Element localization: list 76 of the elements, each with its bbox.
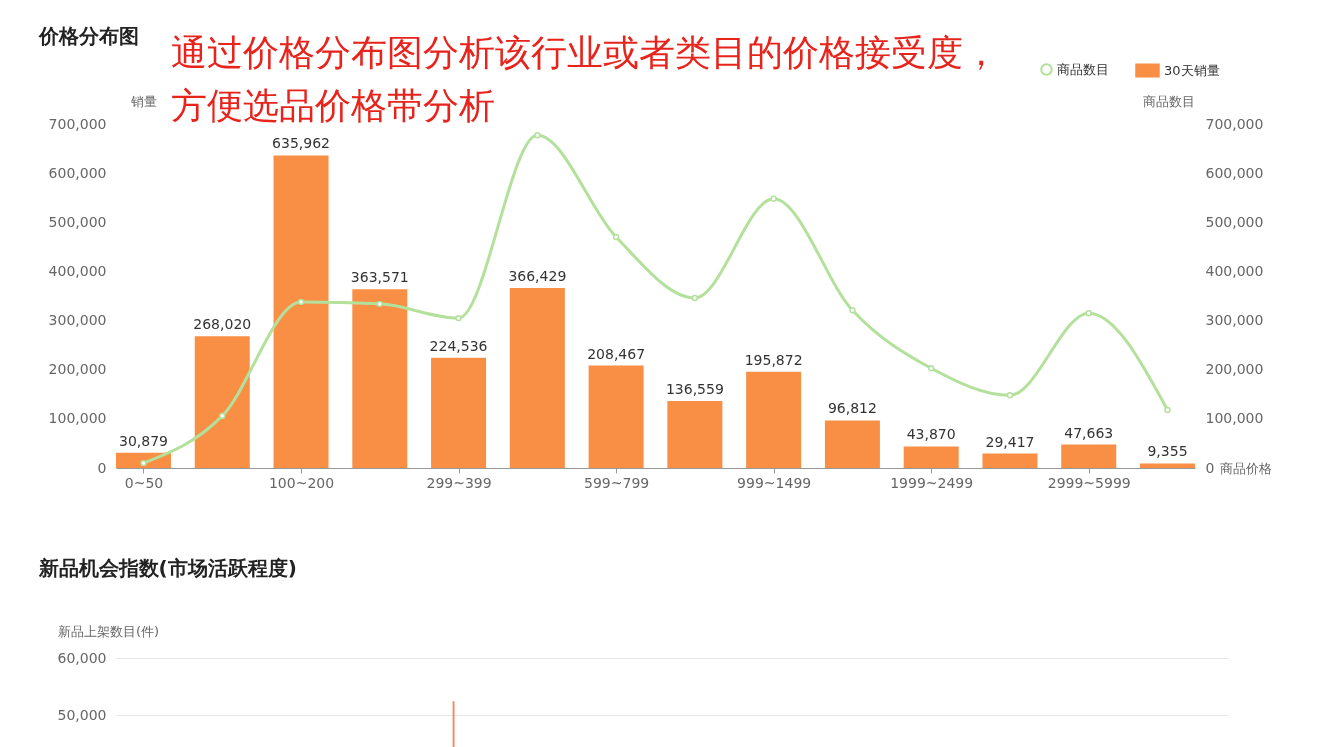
y-tick-label: 200,000 xyxy=(48,361,107,378)
text: 通过价格分布图分析该行业或者类目的价格接受度， xyxy=(170,32,999,73)
bar xyxy=(273,155,329,468)
x-tick-label: 1999~2499 xyxy=(890,474,974,491)
y-axis-title: 销量 xyxy=(130,93,157,109)
y-tick-label: 700,000 xyxy=(48,115,107,132)
point xyxy=(1006,392,1014,399)
y-tick-label: 300,000 xyxy=(48,312,107,329)
x-tick-label: 100~200 xyxy=(268,474,335,491)
y-tick-label: 60,000 xyxy=(57,649,107,666)
bar xyxy=(431,357,487,468)
data-label: 224,536 xyxy=(429,337,488,354)
data-label: 268,020 xyxy=(193,316,252,333)
y-tick-label: 100,000 xyxy=(48,410,107,427)
bar xyxy=(824,420,880,468)
y-tick-label: 600,000 xyxy=(48,164,107,181)
x-tick-label: 999~1499 xyxy=(737,474,812,491)
data-label: 366,429 xyxy=(508,267,567,284)
data-label: 47,663 xyxy=(1064,424,1114,441)
bar xyxy=(667,400,723,468)
legend-label: 商品数目 xyxy=(1057,61,1109,77)
point xyxy=(770,195,777,202)
x-axis-title: 商品价格 xyxy=(1219,460,1272,476)
point xyxy=(140,459,147,467)
legend-label: 30天销量 xyxy=(1164,62,1220,78)
point xyxy=(612,233,620,241)
data-label: 195,872 xyxy=(744,351,803,368)
point xyxy=(376,300,383,308)
point xyxy=(219,412,226,420)
data-label: 363,571 xyxy=(350,269,409,286)
y-tick-label: 400,000 xyxy=(48,262,107,279)
point xyxy=(455,314,462,322)
bar xyxy=(903,446,959,468)
bar xyxy=(982,453,1038,468)
data-label: 96,812 xyxy=(827,400,877,417)
bar xyxy=(352,289,408,468)
point xyxy=(1085,310,1092,317)
point xyxy=(534,132,541,139)
bar xyxy=(1061,444,1117,468)
data-label: 136,559 xyxy=(665,380,724,397)
point xyxy=(691,294,699,302)
point xyxy=(297,298,305,306)
data-label: 635,962 xyxy=(272,135,330,152)
bar xyxy=(1140,463,1196,468)
y-tick-label: 0 xyxy=(97,459,107,476)
data-label: 9,355 xyxy=(1147,443,1188,460)
bar xyxy=(509,287,565,468)
y2-tick-label: 100,000 xyxy=(1205,410,1264,427)
y-axis-title: 新品上架数目(件) xyxy=(58,623,160,639)
x-tick-label: 2999~5999 xyxy=(1047,474,1131,491)
chart-title: 新品机会指数(市场活跃程度) xyxy=(37,556,297,580)
x-tick-label: 299~399 xyxy=(426,474,492,491)
point xyxy=(928,365,935,372)
x-tick-label: 0~50 xyxy=(124,474,164,491)
point xyxy=(1164,406,1171,414)
bar xyxy=(194,336,250,468)
y2-tick-label: 300,000 xyxy=(1205,312,1264,329)
y2-axis-title: 商品数目 xyxy=(1143,93,1195,109)
annotation: 方便选品价格带分析 xyxy=(170,85,495,126)
data-label: 29,417 xyxy=(985,433,1035,450)
chart-title: 价格分布图 xyxy=(37,24,139,48)
y2-tick-label: 600,000 xyxy=(1205,164,1264,181)
y2-tick-label: 400,000 xyxy=(1205,262,1264,279)
y2-tick-label: 200,000 xyxy=(1205,361,1264,378)
data-label: 30,879 xyxy=(118,432,168,449)
y2-tick-label: 700,000 xyxy=(1205,115,1264,132)
bar xyxy=(746,371,802,468)
x-tick-label: 599~799 xyxy=(584,474,650,491)
y2-tick-label: 0 xyxy=(1205,459,1215,476)
y-tick-label: 500,000 xyxy=(48,213,107,230)
bar xyxy=(588,365,644,468)
y2-tick-label: 500,000 xyxy=(1205,213,1264,230)
data-label: 43,870 xyxy=(906,426,956,443)
point xyxy=(849,307,856,314)
y-tick-label: 50,000 xyxy=(57,706,107,723)
data-label: 208,467 xyxy=(587,345,646,362)
